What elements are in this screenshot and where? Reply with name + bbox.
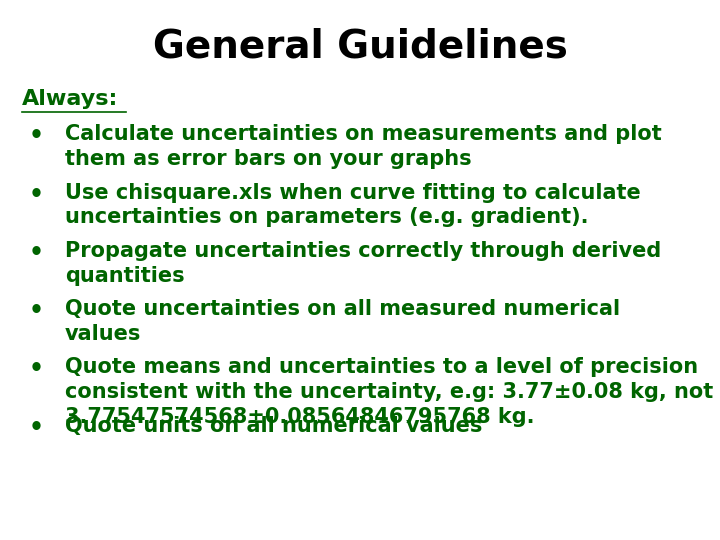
Text: Quote uncertainties on all measured numerical
values: Quote uncertainties on all measured nume… [65,299,620,344]
Text: •: • [29,183,44,206]
Text: Calculate uncertainties on measurements and plot
them as error bars on your grap: Calculate uncertainties on measurements … [65,124,662,169]
Text: Propagate uncertainties correctly through derived
quantities: Propagate uncertainties correctly throug… [65,241,661,286]
Text: •: • [29,124,44,148]
Text: •: • [29,416,44,440]
Text: •: • [29,299,44,323]
Text: Always:: Always: [22,89,118,109]
Text: Quote units on all numerical values: Quote units on all numerical values [65,416,482,436]
Text: •: • [29,241,44,265]
Text: Use chisquare.xls when curve fitting to calculate
uncertainties on parameters (e: Use chisquare.xls when curve fitting to … [65,183,641,227]
Text: •: • [29,357,44,381]
Text: Quote means and uncertainties to a level of precision
consistent with the uncert: Quote means and uncertainties to a level… [65,357,713,427]
Text: General Guidelines: General Guidelines [153,27,567,65]
